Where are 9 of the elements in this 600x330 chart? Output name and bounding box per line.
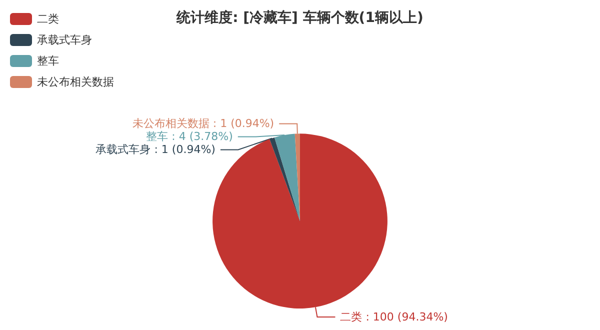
category-label: 二类 : 100 (94.34%) bbox=[340, 310, 448, 324]
legend-label: 二类 bbox=[37, 12, 59, 26]
category-label: 承载式车身 : 1 (0.94%) bbox=[96, 143, 216, 156]
legend-label: 承载式车身 bbox=[37, 34, 92, 46]
chart-title: 统计维度: [冷藏车] 车辆个数(1辆以上) bbox=[176, 9, 424, 26]
category-label: 整车 : 4 (3.78%) bbox=[146, 130, 233, 144]
category-label: 未公布相关数据 : 1 (0.94%) bbox=[132, 117, 274, 130]
legend-label: 未公布相关数据 bbox=[37, 76, 114, 88]
legend-label: 整车 bbox=[37, 54, 59, 68]
